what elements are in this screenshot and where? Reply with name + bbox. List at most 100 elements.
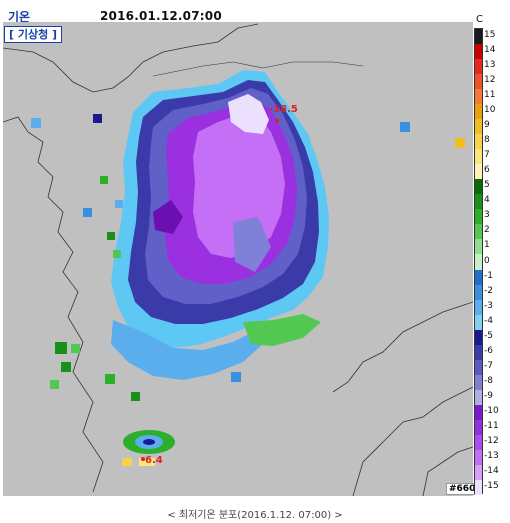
scale-tick-label: 11	[484, 90, 496, 101]
datetime-label: 2016.01.12.07:00	[100, 9, 222, 23]
scale-segment	[475, 119, 482, 135]
scale-segment	[475, 179, 482, 195]
scale-segment	[475, 374, 482, 390]
scale-segment	[475, 329, 482, 345]
scale-segment	[475, 29, 482, 45]
scale-segment	[475, 359, 482, 375]
scale-tick-label: 9	[484, 120, 490, 131]
station-block	[93, 114, 102, 123]
scale-tick-label: -13	[484, 450, 499, 461]
station-block	[31, 118, 41, 128]
scale-segment	[475, 254, 482, 270]
station-block	[400, 122, 410, 132]
scale-segment	[475, 104, 482, 120]
scale-segment	[475, 479, 482, 495]
unit-label: C	[476, 14, 483, 25]
peninsula-coldest-spot	[228, 94, 269, 134]
agency-badge: [ 기상청 ]	[4, 26, 63, 43]
scale-tick-label: 6	[484, 165, 490, 176]
station-block	[131, 392, 140, 401]
scale-segment	[475, 299, 482, 315]
station-block	[55, 342, 67, 354]
jeju-marker	[141, 457, 145, 461]
map-title: 기온	[8, 10, 31, 24]
scale-tick-label: 4	[484, 195, 490, 206]
border-line	[152, 61, 364, 77]
scale-segment	[475, 449, 482, 465]
central-basin	[233, 217, 271, 272]
scale-tick-label: -14	[484, 465, 499, 476]
jeju-peak	[143, 439, 155, 445]
scale-tick-label: -8	[484, 375, 493, 386]
scale-tick-label: 7	[484, 150, 490, 161]
scale-segment	[475, 149, 482, 165]
scale-tick-label: -5	[484, 330, 493, 341]
min-temp-label: -18.5	[269, 104, 298, 115]
south-coast-band	[111, 320, 265, 380]
scale-tick-label: 0	[484, 255, 490, 266]
scale-segment	[475, 74, 482, 90]
coastline-island	[422, 446, 473, 496]
scale-tick-label: -4	[484, 315, 493, 326]
scale-tick-label: -9	[484, 390, 493, 401]
scale-tick-label: 13	[484, 60, 496, 71]
scale-segment	[475, 209, 482, 225]
scale-tick-label: -7	[484, 360, 493, 371]
scale-segment	[475, 434, 482, 450]
scale-tick-label: 12	[484, 75, 496, 86]
color-scale-bar	[474, 28, 483, 495]
station-block	[50, 380, 59, 389]
scale-segment	[475, 269, 482, 285]
coastline-west	[3, 116, 104, 493]
scale-segment	[475, 59, 482, 75]
west-cold-patch	[153, 200, 183, 234]
station-block	[105, 374, 115, 384]
scale-segment	[475, 239, 482, 255]
scale-segment	[475, 404, 482, 420]
scale-tick-label: 15	[484, 30, 496, 41]
station-block	[61, 362, 71, 372]
scale-tick-label: 8	[484, 135, 490, 146]
scale-segment	[475, 134, 482, 150]
scale-tick-label: -15	[484, 480, 499, 491]
scale-tick-label: -6	[484, 345, 493, 356]
jeju-warm-block	[122, 458, 132, 466]
scale-tick-label: 1	[484, 240, 490, 251]
scale-tick-label: -1	[484, 270, 493, 281]
scale-segment	[475, 89, 482, 105]
station-block	[100, 176, 108, 184]
scale-tick-label: 10	[484, 105, 496, 116]
scale-tick-label: 2	[484, 225, 490, 236]
scale-segment	[475, 164, 482, 180]
station-block	[107, 232, 115, 240]
station-block	[231, 372, 241, 382]
scale-segment	[475, 314, 482, 330]
station-id-label: #660	[446, 483, 479, 495]
scale-segment	[475, 464, 482, 480]
scale-segment	[475, 284, 482, 300]
coastline-japan	[332, 301, 473, 393]
peninsula-lilac-band	[193, 114, 285, 258]
scale-tick-label: 14	[484, 45, 496, 56]
station-block	[83, 208, 92, 217]
jeju-temp-label: 6.4	[145, 455, 163, 466]
station-block	[455, 138, 465, 148]
min-marker	[275, 119, 279, 123]
scale-segment	[475, 224, 482, 240]
station-block	[71, 344, 80, 353]
jeju-warm-block	[139, 458, 155, 466]
scale-tick-label: -11	[484, 420, 499, 431]
scale-tick-label: -3	[484, 300, 493, 311]
scale-tick-label: -12	[484, 435, 499, 446]
coastline-kyushu	[352, 386, 473, 496]
station-block	[113, 250, 121, 258]
southeast-green-band	[243, 314, 321, 346]
scale-segment	[475, 194, 482, 210]
scale-segment	[475, 344, 482, 360]
scale-tick-label: 5	[484, 180, 490, 191]
scale-segment	[475, 419, 482, 435]
scale-segment	[475, 389, 482, 405]
station-block	[115, 200, 123, 208]
map-caption: < 최저기온 분포(2016.1.12. 07:00) >	[167, 510, 343, 521]
temperature-map	[3, 22, 473, 496]
